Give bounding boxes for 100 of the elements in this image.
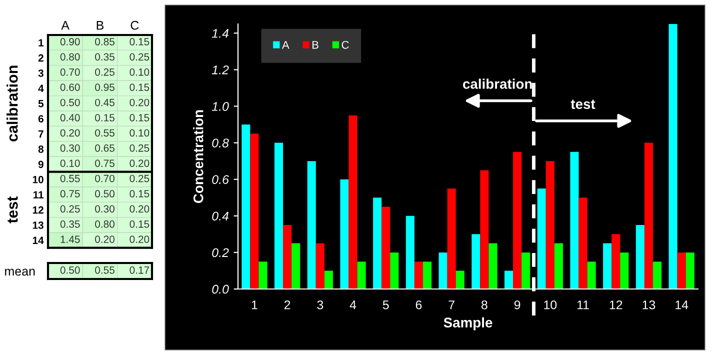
data-label: 0.80 xyxy=(95,220,114,228)
bar xyxy=(537,188,546,289)
y-tick-label: 5 xyxy=(38,100,44,108)
data-label: 0.95 xyxy=(95,84,114,91)
x-tick-label: 9 xyxy=(514,300,520,310)
text: calibration xyxy=(6,66,18,142)
data-label: 0.65 xyxy=(95,144,114,152)
bar xyxy=(242,124,250,289)
data-label: 0.25 xyxy=(60,205,80,213)
data-label: 0.35 xyxy=(95,53,114,61)
data-label: 0.90 xyxy=(60,38,80,46)
y-tick-label: 2 xyxy=(38,54,44,62)
bar xyxy=(578,198,588,289)
data-label: 0.55 xyxy=(60,174,80,182)
y-tick-label: 0.2 xyxy=(212,248,229,258)
bar xyxy=(258,262,268,289)
bar xyxy=(522,252,530,289)
data-label: 1.45 xyxy=(60,236,80,243)
data-label: 0.25 xyxy=(130,144,150,152)
data-label: 0.60 xyxy=(60,84,80,91)
bar xyxy=(382,206,390,289)
bar xyxy=(652,262,662,289)
data-label: 0.15 xyxy=(130,114,150,122)
bar xyxy=(438,252,448,289)
bar xyxy=(620,252,629,289)
bar xyxy=(307,161,316,289)
bar xyxy=(340,179,349,289)
bar xyxy=(324,270,333,289)
bar xyxy=(357,262,366,289)
y-tick-label: 0.4 xyxy=(212,212,229,221)
y-tick-label: 10 xyxy=(32,176,44,184)
x-tick-label: 7 xyxy=(448,300,454,310)
x-tick-label: 12 xyxy=(610,300,622,310)
bar xyxy=(390,252,399,289)
bar xyxy=(456,270,464,289)
bar xyxy=(422,262,432,289)
bar xyxy=(373,198,382,289)
bar xyxy=(283,225,292,289)
data-label: 0.20 xyxy=(60,129,80,137)
data-label: 0.10 xyxy=(130,68,150,76)
bar xyxy=(513,152,522,289)
y-tick-label: 14 xyxy=(32,236,44,244)
data-label: 0.10 xyxy=(130,129,150,137)
data-label: 0.10 xyxy=(60,160,80,167)
data-label: 0.80 xyxy=(60,53,80,61)
x-tick-label: 5 xyxy=(382,300,389,310)
annotation: calibration xyxy=(463,78,532,89)
data-label: 0.85 xyxy=(95,38,114,46)
y-axis-title: Concentration xyxy=(193,110,204,203)
bar xyxy=(472,234,480,289)
bar xyxy=(348,115,358,289)
data-label: 0.30 xyxy=(60,144,80,152)
bar xyxy=(406,216,414,289)
data-label: 0.15 xyxy=(130,38,150,46)
y-tick-label: 12 xyxy=(32,206,44,214)
y-tick-label: 6 xyxy=(38,115,44,122)
bar xyxy=(480,170,489,289)
x-tick-label: C xyxy=(130,20,139,30)
y-tick-label: 1 xyxy=(38,39,44,46)
data-label: 0.55 xyxy=(95,266,114,274)
x-tick-label: B xyxy=(96,21,104,30)
bar xyxy=(570,152,579,289)
data-label: 0.40 xyxy=(60,114,80,122)
bar xyxy=(250,134,259,289)
bar xyxy=(668,24,678,289)
bar xyxy=(603,243,612,289)
data-label: 0.20 xyxy=(130,236,150,243)
data-label: 0.30 xyxy=(95,205,114,213)
text: test xyxy=(8,196,18,224)
x-tick-label: 11 xyxy=(577,300,589,310)
bar xyxy=(316,243,324,289)
data-label: 0.70 xyxy=(95,174,114,182)
y-tick-label: mean xyxy=(5,268,35,276)
bar xyxy=(554,243,563,289)
data-label: 0.55 xyxy=(95,129,114,137)
annotation: test xyxy=(570,100,596,109)
data-label: 0.15 xyxy=(130,220,150,228)
y-tick-label: 9 xyxy=(38,160,44,168)
x-tick-label: 6 xyxy=(416,300,422,310)
bar xyxy=(587,262,596,289)
y-tick-label: 0.6 xyxy=(212,175,229,184)
data-label: 0.50 xyxy=(60,266,80,274)
data-label: 0.70 xyxy=(60,68,80,76)
data-label: 0.25 xyxy=(130,174,150,182)
x-tick-label: 10 xyxy=(544,300,557,310)
y-tick-label: 0.8 xyxy=(212,138,229,148)
data-label: 0.25 xyxy=(130,53,150,61)
y-tick-label: 11 xyxy=(33,191,44,198)
data-label: 0.75 xyxy=(60,190,80,198)
bar xyxy=(504,270,514,289)
data-label: 0.20 xyxy=(95,236,114,243)
data-label: 0.75 xyxy=(95,160,114,167)
data-label: 0.50 xyxy=(60,98,80,106)
x-tick-label: 14 xyxy=(676,300,688,310)
bar xyxy=(414,262,423,289)
legend-label: A xyxy=(282,41,290,49)
data-label: 0.15 xyxy=(95,114,114,122)
y-tick-label: 13 xyxy=(32,222,44,229)
legend-label: B xyxy=(312,41,318,49)
legend-label: C xyxy=(342,40,349,49)
